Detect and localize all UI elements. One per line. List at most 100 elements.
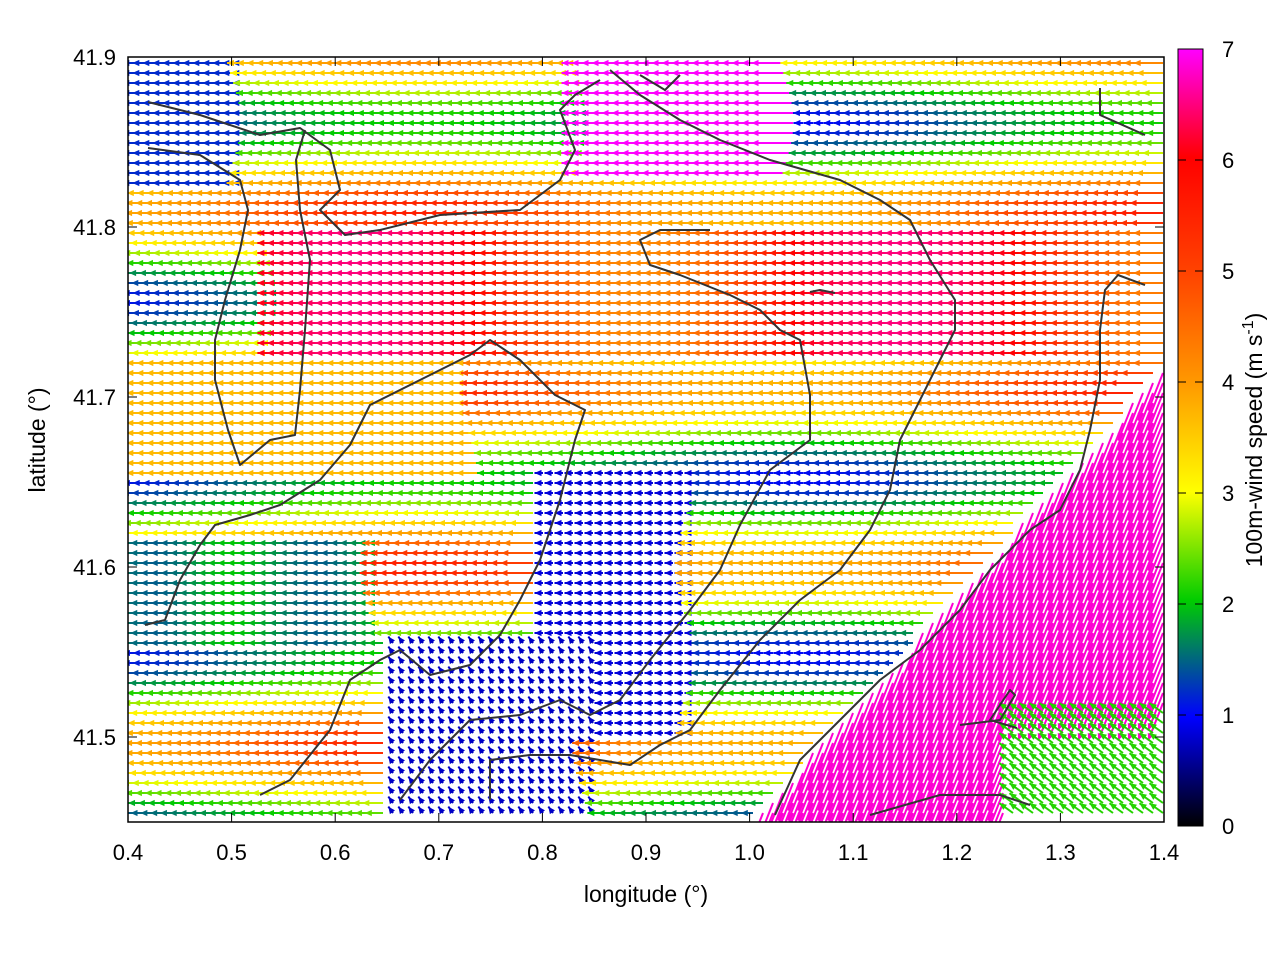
wind-arrow-head — [347, 119, 355, 127]
wind-arrow-head — [1087, 119, 1095, 127]
wind-arrow-head — [507, 69, 515, 77]
wind-arrow-head — [751, 59, 759, 67]
wind-arrow-head — [345, 99, 353, 107]
wind-arrow-head — [240, 119, 248, 127]
wind-arrow-head — [406, 69, 414, 77]
wind-arrow-head — [1045, 99, 1053, 107]
wind-arrow-head — [1092, 89, 1100, 97]
wind-arrow-head — [110, 240, 117, 246]
wind-arrow-head — [691, 89, 699, 97]
wind-arrow-head — [513, 89, 521, 97]
wind-arrow-head — [259, 109, 267, 117]
wind-arrow-head — [858, 89, 866, 97]
wind-arrow-head — [1054, 59, 1062, 67]
wind-arrow-head — [621, 89, 629, 97]
wind-arrow-head — [238, 99, 246, 107]
wind-arrow-head — [920, 109, 928, 117]
wind-arrow-head — [940, 119, 948, 127]
wind-arrow-head — [365, 99, 373, 107]
wind-arrow-head — [259, 119, 267, 127]
wind-arrow-head — [403, 59, 411, 67]
wind-arrow-head — [1057, 119, 1065, 127]
wind-arrow-head — [477, 69, 485, 77]
wind-arrow-head — [641, 119, 649, 127]
wind-arrow-head — [132, 99, 140, 107]
wind-arrow-head — [601, 89, 609, 97]
wind-arrow-head — [1122, 89, 1130, 97]
wind-arrow-head — [426, 129, 434, 137]
wind-arrow-head — [691, 59, 699, 67]
wind-arrow-head — [202, 59, 210, 67]
wind-arrow-head — [862, 109, 870, 117]
wind-arrow-head — [347, 69, 355, 77]
wind-arrow-head — [1085, 99, 1093, 107]
wind-arrow-head — [835, 79, 843, 87]
wind-arrow-head — [1133, 59, 1141, 67]
wind-arrow-head — [1024, 89, 1032, 97]
wind-arrow-head — [281, 79, 289, 87]
wind-arrow-head — [661, 119, 669, 127]
wind-arrow-head — [956, 89, 964, 97]
wind-arrow-head — [1018, 109, 1026, 117]
wind-arrow-head — [436, 129, 444, 137]
wind-arrow-head — [741, 119, 749, 127]
wind-arrow-head — [453, 59, 461, 67]
wind-arrow-head — [172, 109, 180, 117]
wind-arrow-head — [493, 89, 501, 97]
wind-arrow-head — [172, 99, 180, 107]
wind-arrow-head — [921, 119, 929, 127]
wind-arrow-head — [295, 59, 303, 67]
wind-arrow-head — [382, 89, 390, 97]
wind-arrow-head — [545, 59, 553, 67]
wind-arrow-head — [822, 69, 830, 77]
wind-arrow-head — [429, 79, 437, 87]
wind-arrow-head — [324, 59, 332, 67]
wind-arrow-head — [357, 119, 365, 127]
wind-arrow-head — [591, 119, 599, 127]
wind-arrow-head — [691, 69, 699, 77]
wind-arrow-head — [419, 79, 427, 87]
wind-arrow-head — [495, 99, 503, 107]
wind-arrow-head — [548, 119, 556, 127]
wind-arrow-head — [1015, 59, 1023, 67]
wind-arrow-head — [731, 99, 739, 107]
wind-arrow-head — [1136, 119, 1144, 127]
wind-arrow-head — [132, 69, 140, 77]
wind-arrow-head — [335, 99, 343, 107]
wind-arrow-head — [434, 99, 442, 107]
wind-arrow-head — [711, 69, 719, 77]
wind-arrow-head — [975, 89, 983, 97]
wind-arrow-head — [1067, 109, 1075, 117]
wind-arrow-head — [396, 109, 404, 117]
wind-arrow-head — [711, 109, 719, 117]
wind-arrow-head — [393, 59, 401, 67]
wind-arrow-head — [611, 109, 619, 117]
wind-arrow-head — [1144, 99, 1152, 107]
wind-arrow-head — [711, 59, 719, 67]
wind-arrow-head — [416, 109, 424, 117]
wind-arrow-head — [901, 69, 909, 77]
wind-arrow-head — [731, 89, 739, 97]
wind-arrow-head — [1043, 89, 1051, 97]
wind-arrow-head — [1089, 79, 1097, 87]
wind-arrow-head — [986, 59, 994, 67]
wind-arrow-head — [470, 79, 478, 87]
wind-arrow-head — [182, 129, 190, 137]
wind-arrow-head — [621, 119, 629, 127]
wind-arrow-head — [347, 109, 355, 117]
wind-arrow-head — [741, 99, 749, 107]
wind-arrow-head — [881, 109, 889, 117]
wind-arrow-head — [107, 190, 114, 196]
wind-arrow-head — [212, 99, 220, 107]
wind-arrow-head — [1037, 69, 1045, 77]
wind-arrow-head — [247, 99, 255, 107]
wind-arrow-head — [998, 109, 1006, 117]
wind-arrow-head — [1025, 59, 1033, 67]
wind-arrow-head — [182, 119, 190, 127]
wind-arrow-head — [611, 59, 619, 67]
wind-arrow-head — [152, 119, 160, 127]
wind-arrow-head — [1057, 69, 1065, 77]
wind-arrow-head — [268, 109, 276, 117]
wind-arrow-head — [507, 119, 515, 127]
wind-arrow-head — [320, 79, 328, 87]
